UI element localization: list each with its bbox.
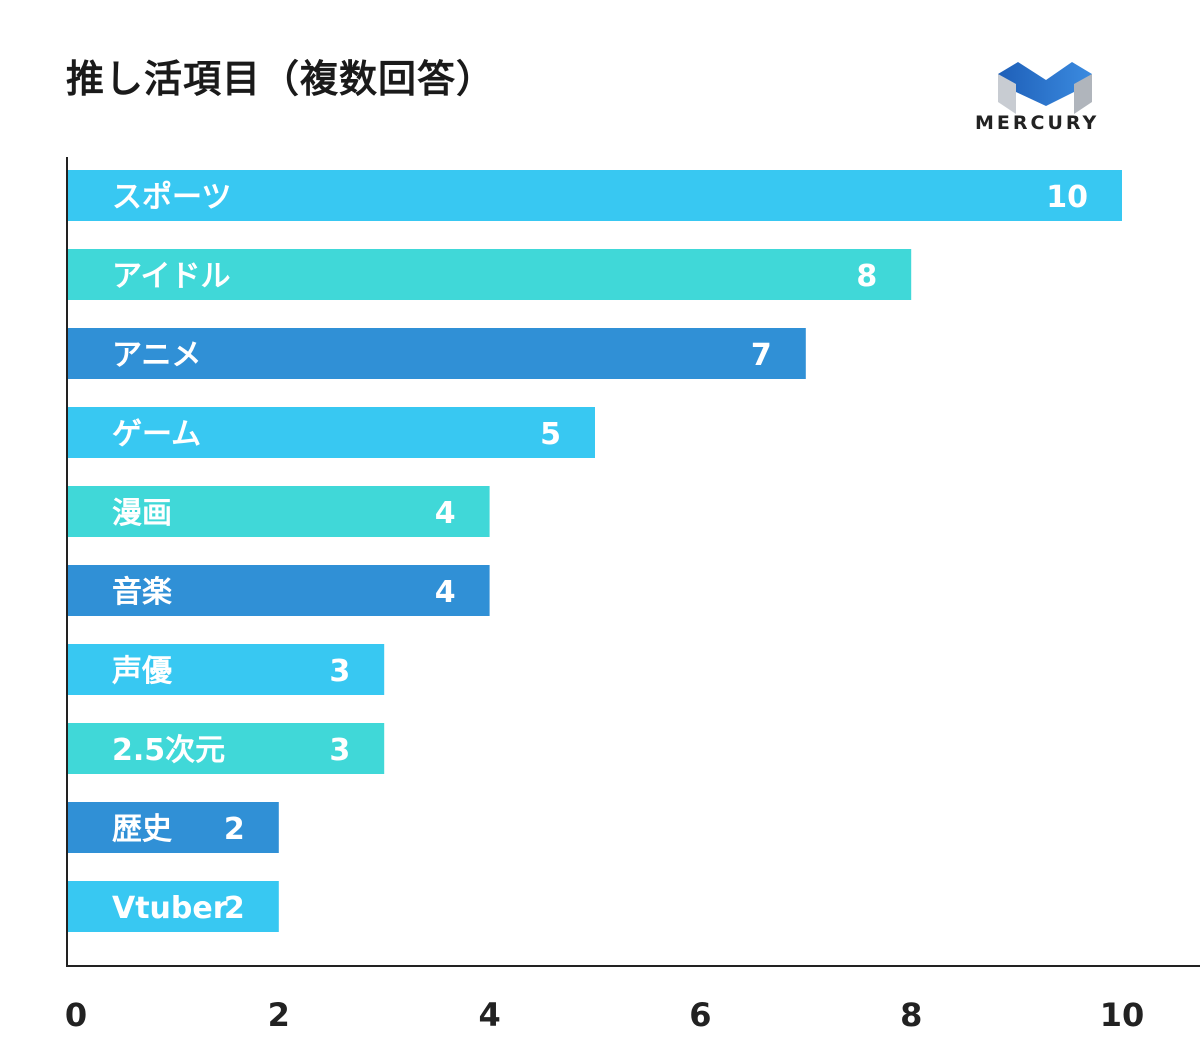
bar	[68, 802, 279, 853]
x-tick-label: 10	[1100, 996, 1145, 1034]
x-tick-label: 0	[65, 996, 87, 1034]
bar-value-label: 3	[329, 654, 350, 689]
bar-value-label: 2	[224, 812, 245, 847]
bar-category-label: 2.5次元	[112, 733, 225, 768]
bar	[68, 407, 595, 458]
x-tick-label: 8	[900, 996, 922, 1034]
bar-value-label: 3	[329, 733, 350, 768]
bar	[68, 723, 385, 774]
bar-category-label: 歴史	[112, 812, 172, 847]
bar-category-label: 声優	[112, 654, 173, 689]
bar-value-label: 8	[856, 259, 877, 294]
bar	[68, 486, 490, 537]
bar	[68, 249, 912, 300]
bar-category-label: ゲーム	[112, 417, 201, 452]
bar-category-label: スポーツ	[112, 180, 231, 215]
x-tick-label: 4	[478, 996, 500, 1034]
bar	[68, 170, 1122, 221]
bar	[68, 881, 279, 932]
x-tick-label: 2	[268, 996, 290, 1034]
bar-value-label: 4	[435, 496, 456, 531]
bar-category-label: 音楽	[112, 575, 172, 610]
x-tick-label: 6	[689, 996, 711, 1034]
bar	[68, 565, 490, 616]
bar	[68, 644, 385, 695]
bar	[68, 328, 806, 379]
bar-value-label: 10	[1046, 180, 1088, 215]
bar-value-label: 4	[435, 575, 456, 610]
bar-category-label: Vtuber	[112, 891, 228, 926]
bar-value-label: 2	[224, 891, 245, 926]
bar-category-label: アイドル	[112, 259, 231, 294]
bar-category-label: 漫画	[112, 496, 172, 531]
chart-title: 推し活項目（複数回答）	[66, 57, 496, 101]
bar-category-label: アニメ	[112, 338, 201, 373]
bar-value-label: 5	[540, 417, 561, 452]
mercury-logo	[998, 62, 1092, 114]
logo-text: MERCURY	[975, 112, 1100, 134]
bar-value-label: 7	[751, 338, 772, 373]
